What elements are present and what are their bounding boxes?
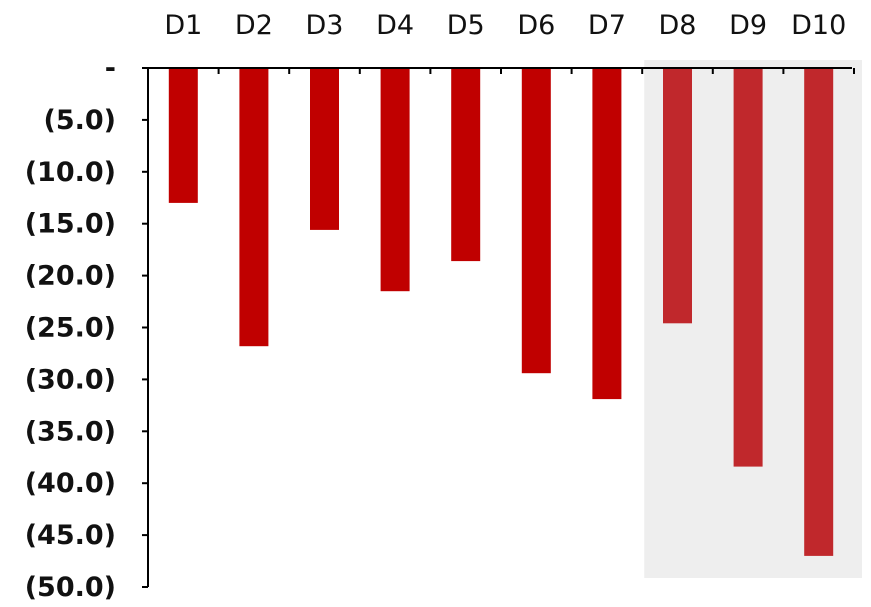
y-tick-label: (35.0)	[25, 416, 116, 447]
y-tick-label: (50.0)	[25, 572, 116, 603]
category-label-d9: D9	[729, 10, 767, 41]
y-tick-label: (40.0)	[25, 468, 116, 499]
y-tick-label: (25.0)	[25, 313, 116, 344]
bar-d9	[733, 68, 763, 467]
y-tick-label: (45.0)	[25, 520, 116, 551]
bars-group	[168, 68, 834, 556]
bar-d3	[310, 68, 339, 230]
category-label-d1: D1	[164, 10, 202, 41]
y-tick-label: -	[105, 53, 116, 84]
category-label-d4: D4	[376, 10, 414, 41]
bar-d10	[804, 68, 834, 556]
category-label-d6: D6	[517, 10, 555, 41]
y-tick-label: (30.0)	[25, 364, 116, 395]
category-label-d7: D7	[588, 10, 626, 41]
y-tick-label: (20.0)	[25, 261, 116, 292]
category-label-d3: D3	[306, 10, 344, 41]
category-label-d2: D2	[235, 10, 273, 41]
category-label-d10: D10	[791, 10, 846, 41]
labels-group: - (5.0) (10.0) (15.0) (20.0) (25.0) (30.0) (35.…	[25, 10, 847, 603]
bar-d4	[380, 68, 410, 292]
bar-d2	[239, 68, 269, 347]
ticks-group	[142, 67, 855, 588]
y-tick-label: (15.0)	[25, 209, 116, 240]
category-label-d5: D5	[447, 10, 485, 41]
bar-d6	[521, 68, 551, 374]
y-tick-label: (5.0)	[43, 105, 116, 136]
bar-d7	[592, 68, 622, 400]
category-label-d8: D8	[659, 10, 697, 41]
y-tick-label: (10.0)	[25, 157, 116, 188]
bar-d8	[663, 68, 692, 324]
bar-d1	[168, 68, 198, 203]
bar-d5	[451, 68, 481, 262]
